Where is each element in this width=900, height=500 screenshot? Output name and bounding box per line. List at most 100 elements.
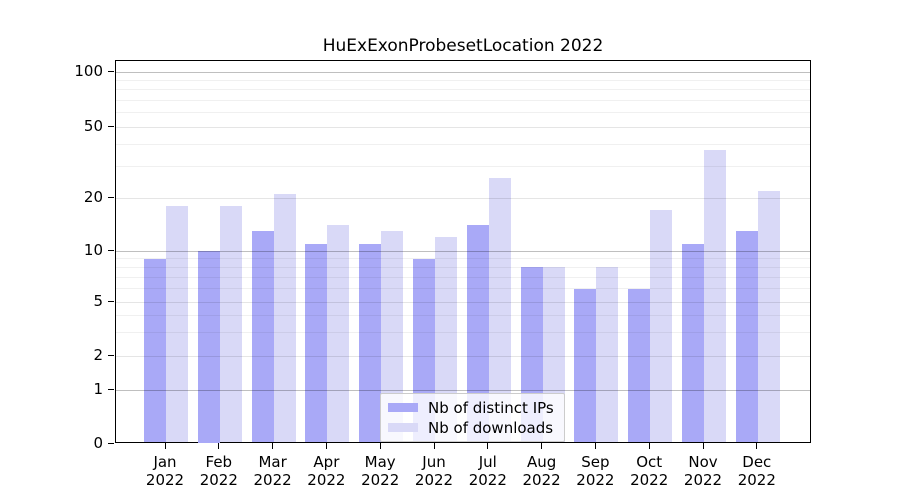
x-tick-mark — [164, 443, 166, 449]
gridline-minor — [116, 166, 810, 168]
x-tick-month: Nov — [688, 453, 718, 471]
legend-label-distinct-ips: Nb of distinct IPs — [428, 398, 554, 417]
bar-downloads-dec — [757, 190, 780, 443]
x-tick-mark — [487, 443, 489, 449]
y-tick-label: 2 — [93, 345, 103, 364]
x-tick-year: 2022 — [576, 471, 615, 489]
x-tick-year: 2022 — [737, 471, 776, 489]
x-tick-label-jun: Jun 2022 — [404, 453, 464, 489]
x-tick-label-sep: Sep 2022 — [565, 453, 625, 489]
bar-distinct-ips-feb — [197, 251, 220, 443]
gridline-mid — [116, 355, 810, 357]
x-tick-year: 2022 — [522, 471, 561, 489]
y-tick-mark — [108, 300, 114, 302]
bar-downloads-oct — [650, 210, 673, 443]
bar-distinct-ips-nov — [682, 243, 704, 443]
y-tick-mark — [108, 249, 114, 251]
gridline-minor — [116, 143, 810, 145]
y-tick-label: 0 — [93, 433, 103, 452]
bar-downloads-jan — [166, 206, 188, 443]
x-tick-label-nov: Nov 2022 — [673, 453, 733, 489]
x-tick-year: 2022 — [414, 471, 454, 489]
gridline-minor — [116, 288, 810, 290]
gridline-decade — [116, 389, 810, 391]
x-tick-mark — [272, 443, 274, 449]
plot-area: Nb of distinct IPs Nb of downloads — [115, 60, 811, 443]
x-tick-label-jan: Jan 2022 — [135, 453, 195, 489]
x-tick-month: Apr — [313, 453, 340, 471]
bar-distinct-ips-oct — [628, 288, 651, 443]
gridline-minor — [116, 276, 810, 278]
gridline-minor — [116, 89, 810, 91]
bar-distinct-ips-apr — [305, 243, 328, 443]
bar-distinct-ips-jul — [466, 225, 489, 443]
x-tick-month: Jun — [422, 453, 446, 471]
bar-downloads-apr — [327, 225, 350, 443]
y-tick-label: 20 — [83, 187, 103, 206]
x-tick-year: 2022 — [145, 471, 185, 489]
gridline-minor — [116, 314, 810, 316]
x-tick-month: Aug — [526, 453, 557, 471]
y-tick-mark — [108, 196, 114, 198]
chart-title: HuExExonProbesetLocation 2022 — [322, 36, 604, 56]
x-tick-month: Jan — [153, 453, 177, 471]
bar-downloads-nov — [704, 150, 726, 443]
x-tick-month: Oct — [636, 453, 663, 471]
x-tick-label-aug: Aug 2022 — [512, 453, 572, 489]
x-tick-year: 2022 — [361, 471, 400, 489]
x-tick-mark — [702, 443, 704, 449]
y-tick-mark — [108, 70, 114, 72]
x-tick-mark — [218, 443, 220, 449]
x-tick-month: Feb — [205, 453, 233, 471]
x-tick-label-mar: Mar 2022 — [243, 453, 303, 489]
x-tick-mark — [648, 443, 650, 449]
x-tick-label-may: May 2022 — [350, 453, 410, 489]
x-tick-year: 2022 — [199, 471, 238, 489]
gridline-minor — [116, 79, 810, 81]
x-tick-label-jul: Jul 2022 — [458, 453, 518, 489]
bar-distinct-ips-sep — [574, 288, 597, 443]
gridline-mid — [116, 126, 810, 128]
x-tick-month: May — [364, 453, 396, 471]
gridline-minor — [116, 258, 810, 260]
x-tick-mark — [594, 443, 597, 449]
x-tick-label-feb: Feb 2022 — [189, 453, 249, 489]
x-tick-label-oct: Oct 2022 — [619, 453, 679, 489]
x-tick-mark — [433, 443, 435, 449]
gridline-decade — [116, 71, 810, 73]
x-tick-year: 2022 — [630, 471, 669, 489]
x-tick-mark — [541, 443, 543, 449]
bar-downloads-jul — [488, 177, 511, 443]
x-tick-year: 2022 — [253, 471, 292, 489]
gridline-minor — [116, 331, 810, 333]
legend: Nb of distinct IPs Nb of downloads — [380, 393, 565, 442]
x-tick-label-apr: Apr 2022 — [296, 453, 356, 489]
y-tick-mark — [108, 125, 114, 127]
x-tick-mark — [379, 443, 381, 449]
gridline-decade — [116, 250, 810, 252]
legend-entry-downloads: Nb of downloads — [388, 418, 554, 437]
y-tick-label: 100 — [74, 61, 103, 80]
gridline-minor — [116, 99, 810, 101]
x-tick-month: Dec — [742, 453, 772, 471]
gridline-mid — [116, 197, 810, 199]
x-tick-month: Sep — [581, 453, 610, 471]
x-tick-year: 2022 — [683, 471, 723, 489]
legend-label-downloads: Nb of downloads — [428, 418, 554, 437]
x-tick-mark — [325, 443, 328, 449]
bar-downloads-jun — [435, 237, 457, 443]
x-tick-month: Jul — [478, 453, 497, 471]
x-tick-label-dec: Dec 2022 — [727, 453, 787, 489]
y-tick-label: 5 — [93, 291, 103, 310]
x-tick-month: Mar — [258, 453, 287, 471]
x-tick-year: 2022 — [307, 471, 346, 489]
legend-entry-distinct-ips: Nb of distinct IPs — [388, 398, 554, 417]
y-tick-mark — [108, 442, 114, 444]
bar-distinct-ips-jan — [144, 258, 166, 443]
bar-downloads-may — [381, 230, 404, 443]
gridline-minor — [116, 112, 810, 114]
bar-downloads-mar — [273, 194, 296, 443]
legend-swatch-ips — [388, 403, 418, 412]
gridline-mid — [116, 301, 810, 303]
